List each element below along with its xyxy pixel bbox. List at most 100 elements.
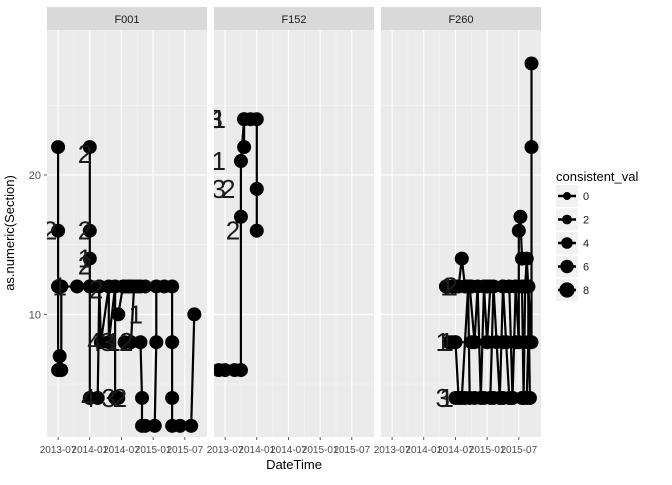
series-point bbox=[51, 140, 66, 155]
x-tick-label: 2014-07 bbox=[103, 445, 140, 456]
data-label: 1 bbox=[439, 383, 453, 413]
series-point bbox=[54, 363, 69, 378]
x-tick-label: 2014-07 bbox=[270, 445, 307, 456]
series-point bbox=[464, 279, 479, 294]
data-label: 1 bbox=[106, 327, 120, 357]
x-tick-label: 2013-07 bbox=[40, 445, 77, 456]
y-axis-title: as.numeric(Section) bbox=[2, 175, 17, 291]
series-point bbox=[454, 251, 469, 266]
y-tick-label: 20 bbox=[29, 170, 41, 182]
series-line bbox=[525, 63, 533, 399]
legend-key-point bbox=[563, 192, 571, 200]
data-label: 2 bbox=[443, 271, 457, 301]
data-label: 1 bbox=[78, 244, 92, 274]
legend-key-label: 4 bbox=[583, 238, 589, 250]
series-point bbox=[524, 335, 539, 350]
series-point bbox=[249, 223, 264, 238]
series-point bbox=[133, 335, 148, 350]
facet-strip bbox=[214, 7, 374, 30]
data-label: 3 bbox=[212, 174, 226, 204]
series-point bbox=[51, 279, 66, 294]
legend: consistent_val 0 2 4 6 8 bbox=[556, 169, 638, 301]
series-point bbox=[464, 335, 479, 350]
x-tick-label: 2015-01 bbox=[135, 445, 172, 456]
legend-key-point bbox=[560, 259, 574, 274]
series-point bbox=[249, 112, 264, 127]
data-label: 1 bbox=[212, 104, 226, 134]
series-point bbox=[135, 390, 150, 405]
facet-strip-label: F001 bbox=[114, 14, 139, 26]
data-label: 2 bbox=[226, 216, 240, 246]
x-tick-label: 2014-01 bbox=[405, 445, 442, 456]
series-point bbox=[82, 251, 97, 266]
x-axis-title: DateTime bbox=[266, 457, 322, 472]
data-label: 2 bbox=[43, 216, 57, 246]
data-label: 3 bbox=[436, 383, 450, 413]
legend-key-point bbox=[561, 237, 573, 249]
legend-key-label: 6 bbox=[583, 262, 589, 274]
series-point bbox=[480, 335, 495, 350]
series-point bbox=[495, 335, 510, 350]
series-point bbox=[70, 279, 85, 294]
series-point bbox=[508, 279, 523, 294]
x-tick-label: 2015-07 bbox=[500, 445, 537, 456]
data-label: 2 bbox=[78, 251, 92, 281]
legend-key-point bbox=[559, 282, 575, 298]
panel-f260: F2601211312013-072014-012014-072015-0120… bbox=[374, 7, 541, 456]
x-tick-label: 2015-01 bbox=[469, 445, 506, 456]
data-label: 1 bbox=[128, 299, 142, 329]
facet-strip bbox=[47, 7, 207, 30]
series-point bbox=[249, 181, 264, 196]
legend-key-point bbox=[562, 214, 572, 225]
series-point bbox=[111, 390, 126, 405]
facet-strip bbox=[381, 7, 541, 30]
data-label: 3 bbox=[208, 104, 222, 134]
data-label: 1 bbox=[212, 146, 226, 176]
series-point bbox=[149, 335, 164, 350]
facet-strip-label: F260 bbox=[448, 14, 473, 26]
facet-strip-label: F152 bbox=[281, 14, 306, 26]
series-point bbox=[173, 418, 188, 433]
series-point bbox=[524, 56, 539, 71]
y-tick-label: 10 bbox=[29, 309, 41, 321]
series-point bbox=[519, 251, 534, 266]
series-point bbox=[448, 335, 463, 350]
x-tick-label: 2014-01 bbox=[71, 445, 108, 456]
data-label: 2 bbox=[89, 274, 103, 304]
data-label: 1 bbox=[436, 327, 450, 357]
series-point bbox=[508, 335, 523, 350]
x-tick-label: 2013-07 bbox=[207, 445, 244, 456]
data-label: 2 bbox=[221, 174, 235, 204]
data-label: 4 bbox=[81, 383, 95, 413]
legend-key-label: 8 bbox=[583, 285, 589, 297]
data-label: 2 bbox=[113, 383, 127, 413]
legend-key-label: 2 bbox=[583, 215, 589, 227]
series-point bbox=[165, 335, 180, 350]
x-tick-label: 2015-07 bbox=[333, 445, 370, 456]
series-point bbox=[511, 223, 526, 238]
series-point bbox=[521, 279, 536, 294]
series-point bbox=[187, 307, 202, 322]
data-label: 2 bbox=[78, 216, 92, 246]
data-label: 2 bbox=[78, 139, 92, 169]
panel-f152: F1523113222013-072014-012014-072015-0120… bbox=[207, 7, 374, 456]
series-point bbox=[147, 418, 162, 433]
series-point bbox=[237, 140, 252, 155]
data-label: 4 bbox=[87, 327, 101, 357]
series-point bbox=[82, 140, 97, 155]
panel-background bbox=[47, 30, 207, 437]
series-point bbox=[513, 209, 528, 224]
series-point bbox=[82, 223, 97, 238]
series-point bbox=[233, 363, 248, 378]
data-label: 1 bbox=[440, 271, 454, 301]
series-point bbox=[111, 307, 126, 322]
series-point bbox=[495, 279, 510, 294]
legend-key-label: 0 bbox=[583, 191, 589, 203]
series-point bbox=[514, 390, 529, 405]
